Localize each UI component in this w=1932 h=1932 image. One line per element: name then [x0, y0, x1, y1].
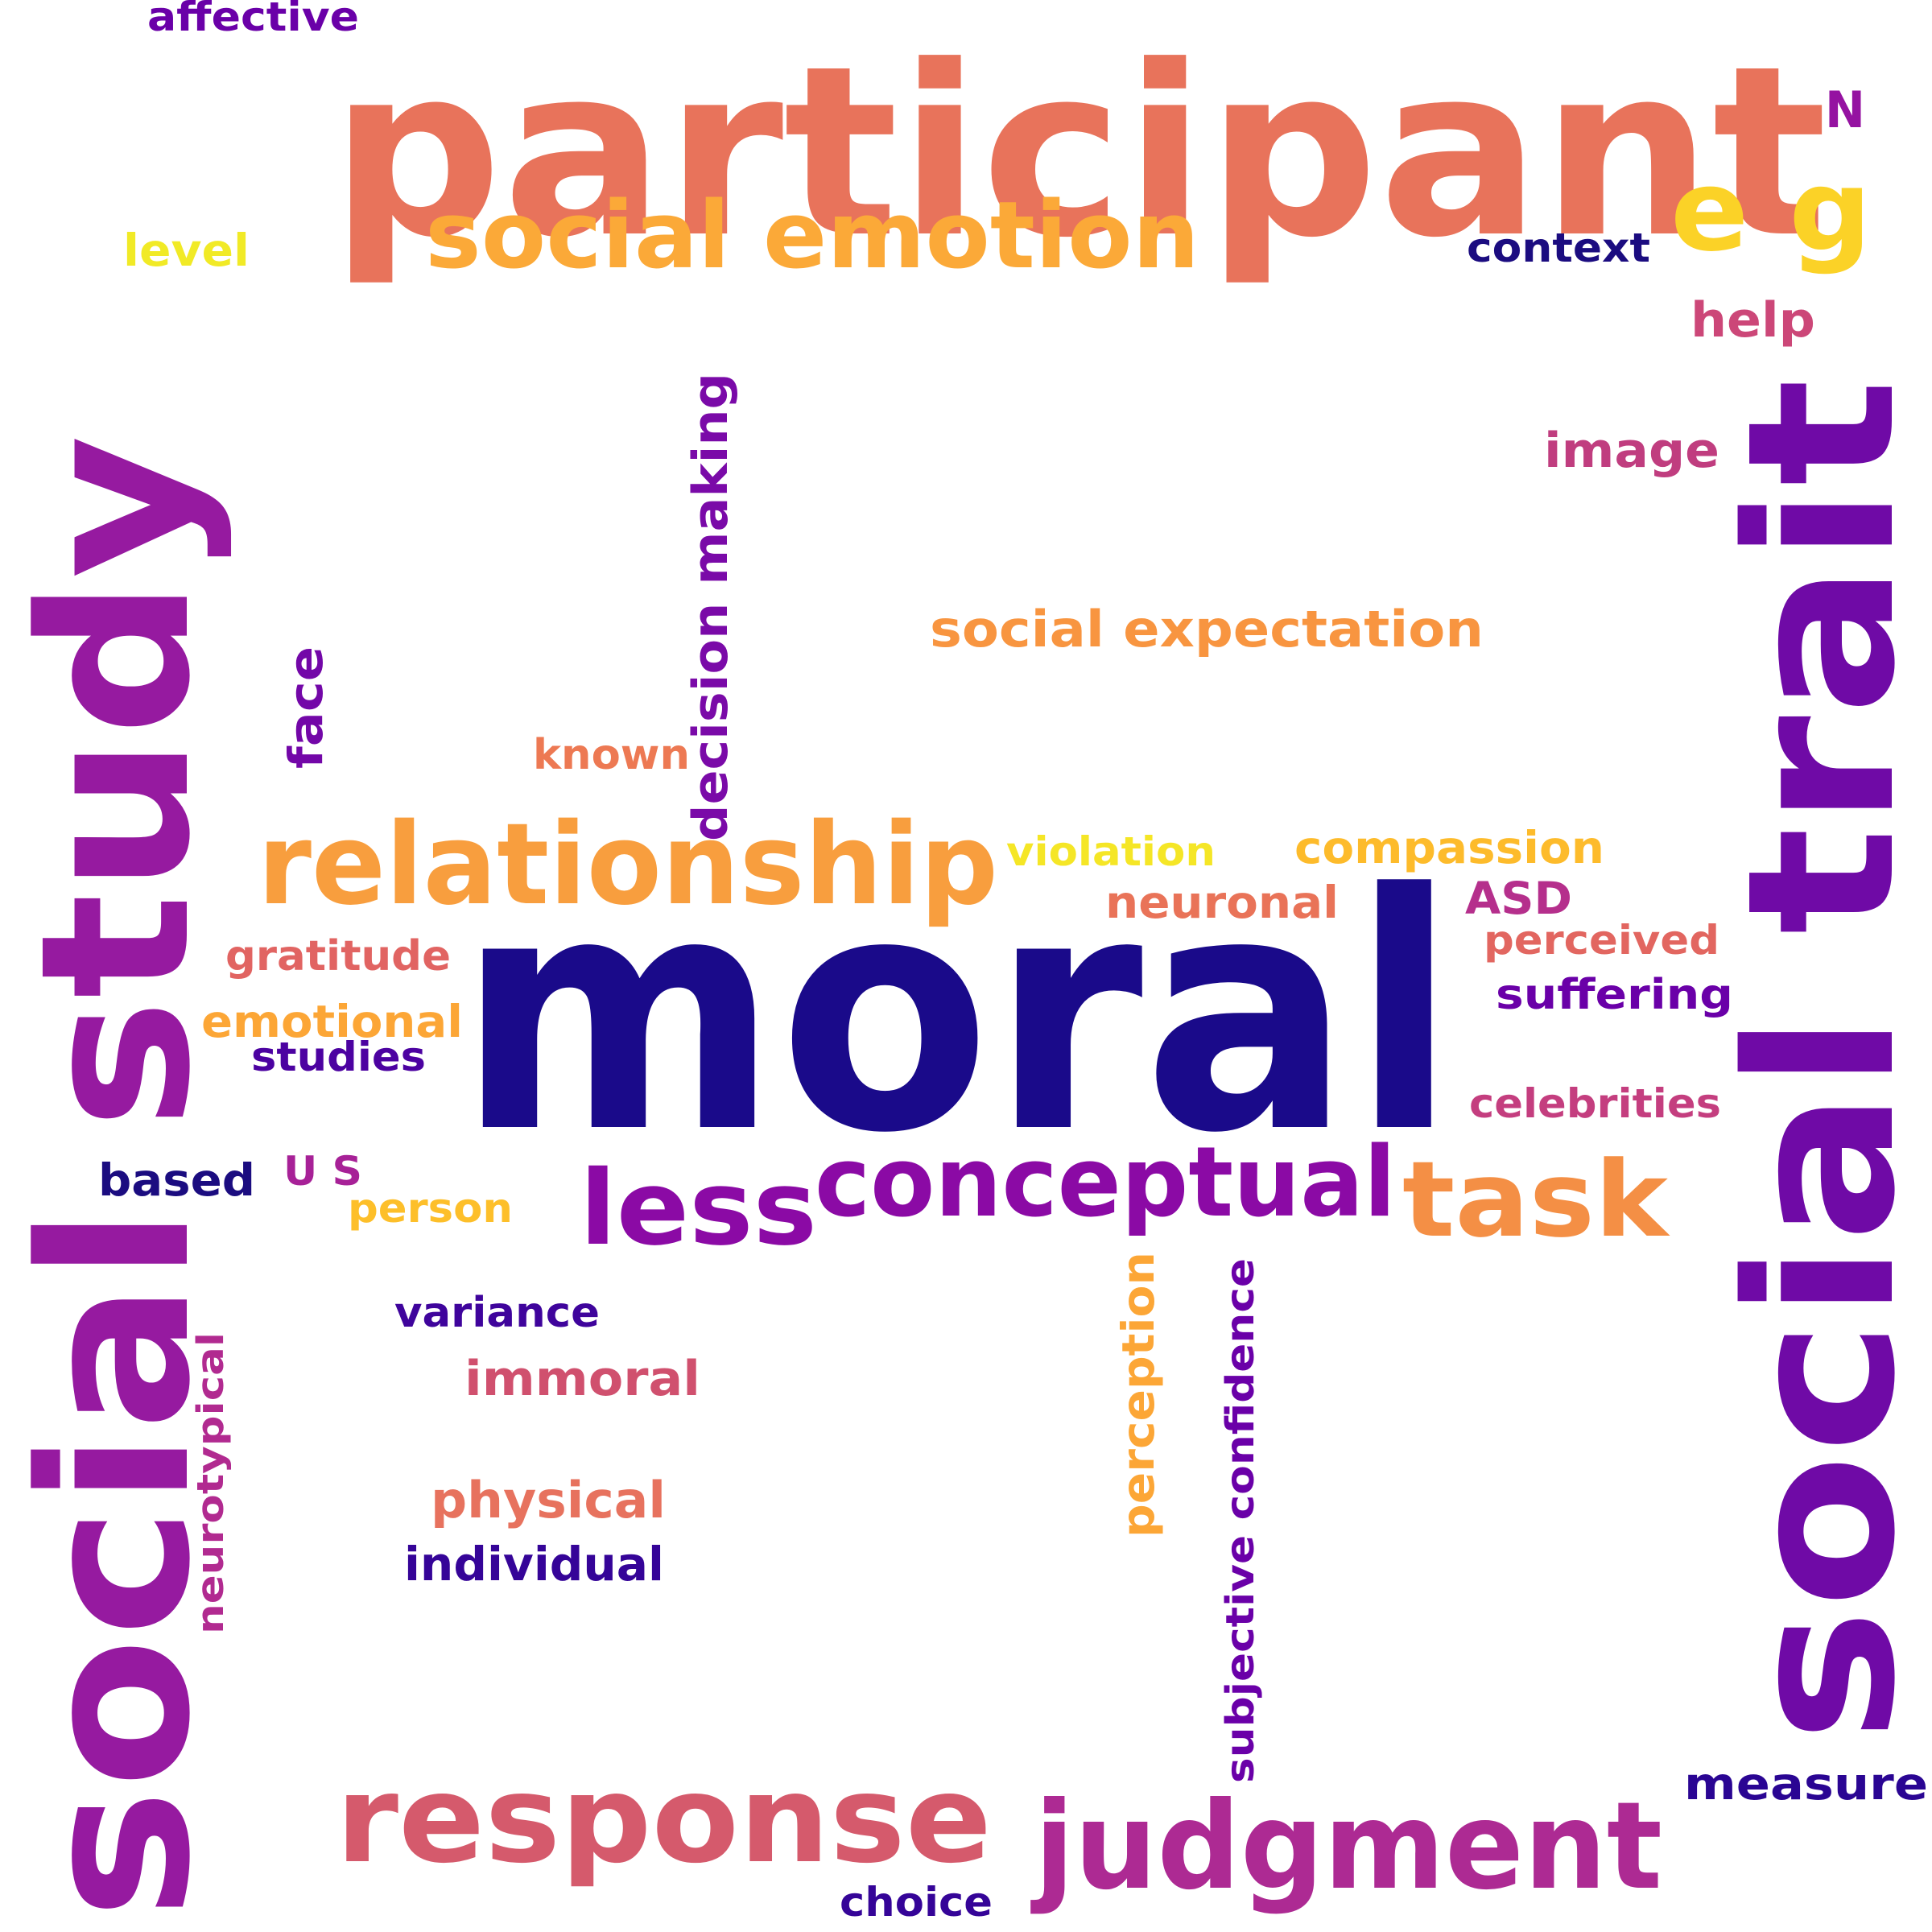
- word-U-S: U S: [283, 1148, 362, 1195]
- word-physical: physical: [431, 1471, 666, 1530]
- word-affective: affective: [147, 0, 359, 40]
- word-participant: participant: [330, 15, 1827, 289]
- word-subjective-confidence: subjective confidence: [1218, 1258, 1263, 1783]
- word-social-emotion: social emotion: [425, 182, 1199, 290]
- word-individual: individual: [404, 1537, 664, 1591]
- word-social-trait: social trait: [1704, 378, 1932, 1743]
- word-N: N: [1825, 80, 1865, 139]
- word-suffering: suffering: [1496, 971, 1733, 1019]
- word-perception: perception: [1113, 1252, 1164, 1538]
- word-neuronal: neuronal: [1105, 877, 1339, 928]
- word-known: known: [533, 731, 690, 779]
- word-choice: choice: [840, 1879, 993, 1926]
- word-face: face: [279, 646, 333, 769]
- word-image: image: [1544, 423, 1719, 479]
- word-studies: studies: [251, 1034, 426, 1080]
- word-less: less: [580, 1149, 817, 1269]
- word-immoral: immoral: [464, 1351, 700, 1407]
- word-decision-making: decision making: [683, 373, 739, 841]
- word-response: response: [336, 1750, 992, 1890]
- word-emotional: emotional: [201, 996, 463, 1047]
- word-based: based: [98, 1154, 255, 1206]
- word-task: task: [1402, 1138, 1670, 1261]
- word-gratitude: gratitude: [225, 932, 451, 980]
- word-ASD: ASD: [1465, 873, 1572, 924]
- word-level: level: [123, 225, 250, 276]
- word-judgment: judgment: [1030, 1777, 1662, 1917]
- word-help: help: [1690, 292, 1815, 349]
- word-neurotypical: neurotypical: [189, 1332, 232, 1634]
- word-violation: violation: [1006, 828, 1216, 875]
- word-person: person: [348, 1185, 513, 1232]
- word-context: context: [1467, 225, 1650, 271]
- word-social-study: social study: [0, 435, 236, 1920]
- word-compassion: compassion: [1294, 822, 1604, 873]
- word-social-expectation: social expectation: [930, 600, 1484, 658]
- word-measure: measure: [1684, 1758, 1928, 1810]
- word-relationship: relationship: [258, 799, 998, 931]
- word-moral: moral: [457, 824, 1457, 1204]
- word-perceived: perceived: [1484, 917, 1719, 964]
- word-celebrities: celebrities: [1469, 1080, 1721, 1127]
- word-e-g: e g: [1670, 146, 1872, 277]
- word-conceptual: conceptual: [815, 1127, 1396, 1239]
- word-variance: variance: [394, 1289, 600, 1337]
